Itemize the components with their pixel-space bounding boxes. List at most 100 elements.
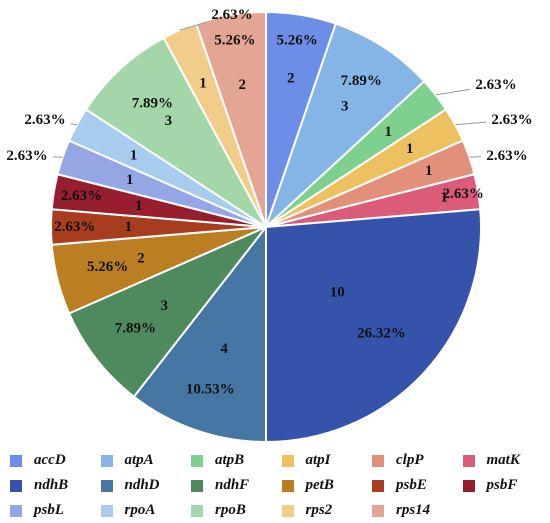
legend-row: accD atpA atpB atpI clpP matK	[0, 448, 550, 473]
percent-label-ndhB: 26.32%	[357, 325, 406, 341]
legend-swatch	[462, 454, 475, 467]
legend-swatch	[100, 504, 113, 517]
count-label-psbE: 1	[125, 219, 133, 235]
pie-slice-ndhF	[67, 226, 267, 399]
count-label-rps2: 1	[199, 75, 207, 91]
leader-line-rps2	[179, 21, 208, 31]
leader-line-atpB	[435, 88, 471, 96]
count-label-psbL: 1	[126, 172, 134, 188]
count-label-ndhB: 10	[330, 285, 345, 301]
count-label-rpoA: 1	[130, 147, 138, 163]
legend-swatch	[191, 504, 203, 517]
percent-label-rpoB: 7.89%	[132, 96, 173, 112]
pie-slice-atpA	[265, 22, 426, 228]
legend-swatch	[100, 454, 113, 467]
legend-swatch	[10, 504, 22, 517]
percent-label-clpP: 2.63%	[486, 148, 527, 164]
legend-swatch	[462, 479, 475, 492]
percent-label-ndhF: 7.89%	[115, 321, 156, 337]
legend-item-atpI: atpI	[272, 452, 363, 469]
legend-swatch	[10, 479, 22, 492]
legend-label: rps14	[396, 502, 431, 518]
leader-lines	[52, 21, 487, 158]
pie-slice-rps14	[194, 10, 267, 228]
count-label-ndhD: 4	[220, 341, 228, 357]
legend-item-atpA: atpA	[91, 452, 182, 469]
legend-item-accD: accD	[0, 452, 91, 469]
percent-label-ndhD: 10.53%	[186, 382, 235, 398]
percent-label-petB: 5.26%	[87, 259, 128, 275]
legend-item-psbE: psbE	[362, 477, 453, 494]
count-label-clpP: 1	[425, 163, 433, 179]
pie-slice-ndhB	[265, 208, 482, 444]
percent-label-rps14: 5.26%	[214, 32, 255, 48]
legend-item-matK: matK	[453, 452, 544, 469]
count-label-atpA: 3	[341, 98, 349, 114]
legend: accD atpA atpB atpI clpP matK ndhB ndhD ndhF petB…	[0, 448, 550, 523]
legend-swatch	[372, 454, 384, 467]
pie-slice-rpoB	[84, 36, 267, 228]
percent-label-accD: 5.26%	[276, 32, 317, 48]
legend-label: atpI	[305, 452, 331, 468]
legend-label: ndhB	[34, 477, 69, 493]
percent-label-psbE: 2.63%	[54, 219, 95, 235]
pie-slices	[49, 10, 482, 444]
percent-label-matK: 2.63%	[443, 186, 484, 202]
legend-item-rpoB: rpoB	[181, 502, 272, 519]
legend-row: psbL rpoA rpoB rps2 rps14	[0, 498, 550, 523]
percent-label-atpB: 2.63%	[475, 77, 516, 93]
count-label-rpoB: 3	[165, 113, 173, 129]
percent-label-psbF: 2.63%	[61, 188, 102, 204]
legend-swatch	[191, 454, 203, 467]
count-label-atpI: 1	[406, 141, 414, 157]
legend-item-ndhB: ndhB	[0, 477, 91, 494]
count-label-ndhF: 3	[160, 298, 168, 314]
legend-item-psbF: psbF	[453, 477, 544, 494]
leader-line-atpI	[455, 121, 487, 126]
legend-label: petB	[305, 477, 334, 493]
legend-swatch	[100, 479, 113, 492]
legend-swatch	[10, 454, 22, 467]
legend-swatch	[281, 454, 294, 467]
count-label-atpB: 1	[384, 124, 392, 140]
legend-item-rpoA: rpoA	[91, 502, 182, 519]
legend-swatch	[191, 479, 203, 492]
legend-item-atpB: atpB	[181, 452, 272, 469]
legend-label: ndhF	[215, 477, 250, 493]
legend-swatch	[281, 504, 294, 517]
legend-item-ndhF: ndhF	[181, 477, 272, 494]
legend-label: accD	[34, 452, 66, 468]
legend-label: rpoA	[124, 502, 156, 518]
legend-label: atpA	[124, 452, 154, 468]
percent-label-atpA: 7.89%	[341, 73, 382, 89]
legend-row: ndhB ndhD ndhF petB psbE psbF	[0, 473, 550, 498]
leader-line-rpoA	[70, 123, 77, 126]
legend-swatch	[372, 479, 384, 492]
percent-label-atpI: 2.63%	[491, 112, 532, 128]
legend-item-rps14: rps14	[362, 502, 453, 519]
legend-label: clpP	[396, 452, 424, 468]
count-label-accD: 2	[287, 71, 295, 87]
percent-label-psbL: 2.63%	[6, 148, 47, 164]
legend-item-rps2: rps2	[272, 502, 363, 519]
percent-label-rps2: 2.63%	[211, 7, 252, 23]
legend-swatch	[281, 479, 294, 492]
legend-item-petB: petB	[272, 477, 363, 494]
legend-label: ndhD	[124, 477, 160, 493]
pie-labels: 25.26%37.89%12.63%12.63%12.63%12.63%1026…	[6, 7, 532, 398]
legend-label: psbE	[396, 477, 427, 493]
legend-swatch	[372, 504, 384, 517]
legend-label: rpoB	[215, 502, 246, 518]
legend-item-psbL: psbL	[0, 502, 91, 519]
legend-label: psbF	[486, 477, 518, 493]
count-label-petB: 2	[137, 251, 145, 267]
legend-label: rps2	[305, 502, 333, 518]
count-label-rps14: 2	[239, 77, 247, 93]
legend-item-clpP: clpP	[362, 452, 453, 469]
legend-label: atpB	[215, 452, 245, 468]
pie-chart: 25.26%37.89%12.63%12.63%12.63%12.63%1026…	[6, 7, 533, 444]
pie-slice-ndhD	[132, 224, 267, 444]
count-label-matK: 1	[440, 189, 448, 205]
legend-label: psbL	[34, 502, 64, 518]
legend-label: matK	[486, 452, 520, 468]
